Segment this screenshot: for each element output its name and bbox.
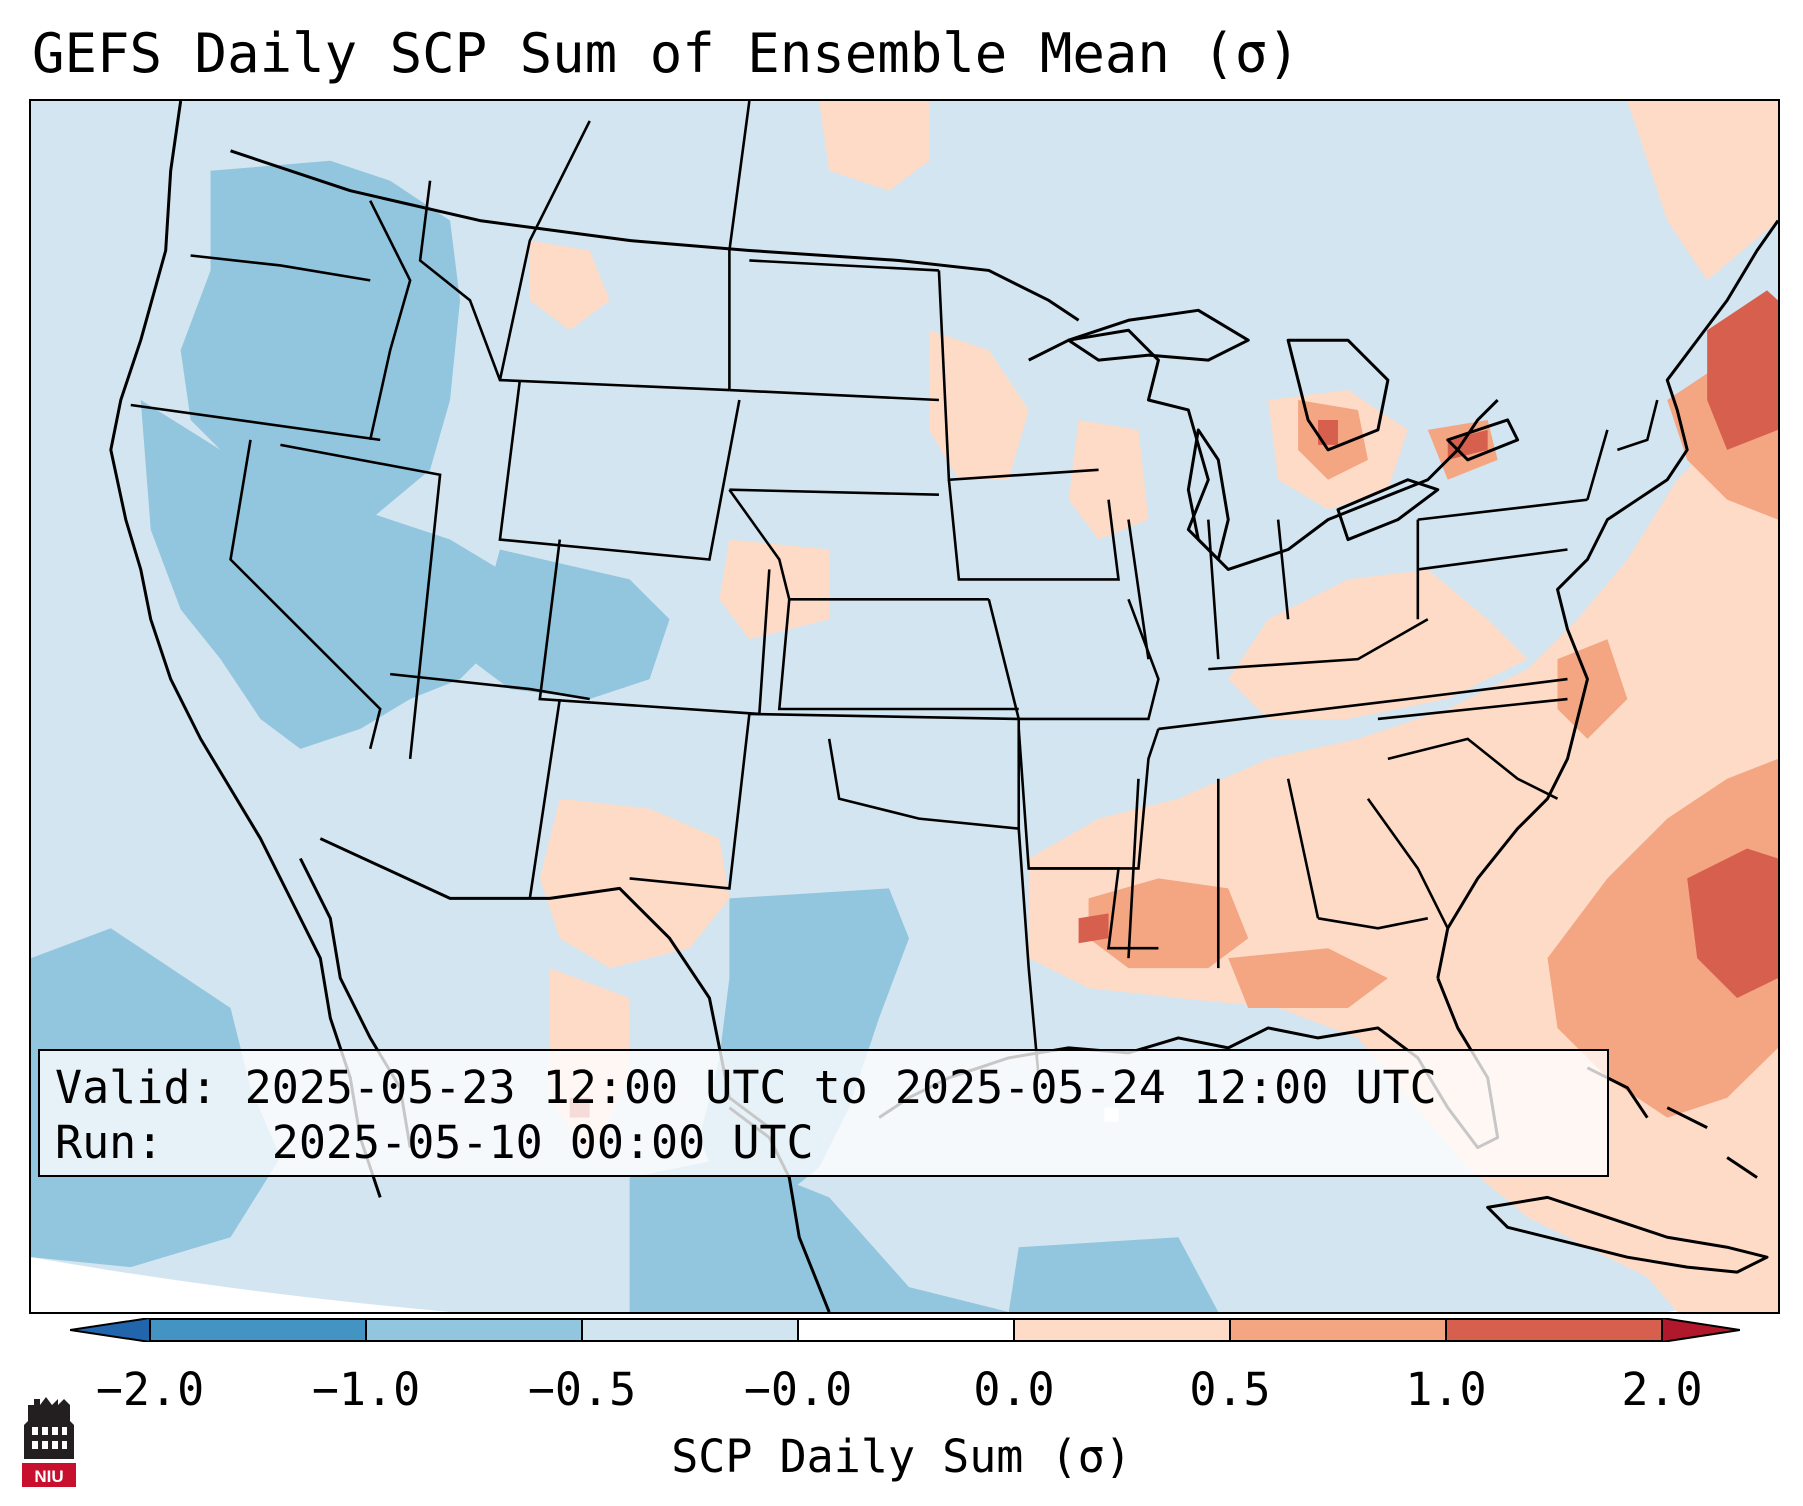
colorbar-tick-label: −0.0 — [743, 1363, 853, 1416]
chart-title: GEFS Daily SCP Sum of Ensemble Mean (σ) — [32, 22, 1300, 85]
colorbar-tick-label: −0.5 — [527, 1363, 637, 1416]
wy-border — [498, 379, 741, 561]
atlantic-anomaly — [1547, 758, 1778, 1118]
or-ca-border — [130, 403, 381, 442]
lake-erie — [1336, 478, 1440, 542]
colorbar-tick-label: −2.0 — [95, 1363, 205, 1416]
mt-wy-border — [498, 120, 591, 381]
arkansas-peak — [1078, 913, 1109, 944]
gulf-anomaly — [1008, 1237, 1219, 1312]
mo-border — [987, 598, 1160, 721]
peak-anomaly-spots — [569, 290, 1778, 1118]
upper-midwest-anomaly — [928, 330, 1029, 480]
atlantic-peak — [1687, 848, 1778, 999]
run-time: 2025-05-10 00:00 UTC — [271, 1116, 814, 1169]
lake-superior — [1067, 308, 1250, 362]
colorbar-extend-high — [1661, 1318, 1740, 1342]
run-label: Run: — [55, 1116, 164, 1169]
carolinas-border — [1377, 697, 1568, 800]
la-border — [1028, 867, 1159, 950]
colorbar-bin-2 — [366, 1318, 582, 1342]
colorbar-tick-label: −1.0 — [311, 1363, 421, 1416]
colorbar-bin-5 — [1014, 1318, 1230, 1342]
az-nm-border — [528, 698, 562, 899]
co-border — [538, 539, 771, 716]
wisconsin-anomaly — [1068, 419, 1149, 540]
northern-plains-anomaly — [819, 101, 929, 191]
ut-az-border — [390, 672, 590, 701]
canada-us-border — [230, 149, 1080, 322]
colorbar-tick-label: 2.0 — [1621, 1363, 1703, 1416]
tn-kentucky-border — [1158, 618, 1568, 731]
ohio-valley-anomaly — [1228, 569, 1528, 719]
colorbar-tick-label: 0.5 — [1189, 1363, 1271, 1416]
new-england-peak — [1707, 290, 1778, 450]
valid-label: Valid: — [55, 1061, 218, 1114]
valid-time-range: 2025-05-23 12:00 UTC to 2025-05-24 12:00… — [244, 1061, 1437, 1114]
colorbar-bin-1 — [150, 1318, 366, 1342]
colorbar-tick-marks — [149, 1318, 1663, 1342]
gulf-coast-anomaly — [1228, 948, 1388, 1009]
colorbar-tick-label: 1.0 — [1405, 1363, 1487, 1416]
mexico-anomaly — [629, 1157, 1009, 1312]
colorbar-bin-4 — [798, 1318, 1014, 1342]
logo-red-banner — [22, 1463, 76, 1487]
colorbar-label: SCP Daily Sum (σ) — [671, 1430, 1132, 1483]
pa-ny-border — [1416, 498, 1588, 620]
ne-ks-border — [728, 488, 1019, 711]
id-border — [368, 200, 412, 441]
colorbar-extend-low — [70, 1318, 151, 1342]
ar-border — [1017, 728, 1160, 870]
valid-run-info-box: Valid: 2025-05-23 12:00 UTC to 2025-05-2… — [38, 1049, 1609, 1177]
lake-huron — [1286, 338, 1390, 452]
mt-border — [418, 180, 730, 392]
ia-border — [947, 479, 1120, 581]
colorbar-bin-3 — [582, 1318, 798, 1342]
niu-logo: NIU — [22, 1397, 76, 1487]
wa-or-border — [190, 254, 371, 282]
colorbar — [70, 1318, 1740, 1342]
utah-anomaly — [400, 559, 500, 680]
colorbar-bin-6 — [1230, 1318, 1446, 1342]
nebraska-anomaly — [719, 539, 830, 640]
new-mexico-anomaly — [539, 798, 730, 969]
lake-michigan — [1186, 428, 1230, 561]
logo-windows — [32, 1427, 67, 1449]
montana-anomaly — [529, 240, 610, 331]
logo-text: NIU — [34, 1467, 63, 1486]
colorbar-tick-label: 0.0 — [973, 1363, 1055, 1416]
strong-positive-anomaly-areas — [1088, 330, 1778, 1118]
pacific-northwest-anomaly — [180, 160, 461, 520]
map-domain-edge-left — [31, 1257, 451, 1312]
ok-border — [749, 712, 1021, 831]
cuba-outline — [1486, 1195, 1769, 1274]
new-england-borders — [1586, 399, 1659, 501]
nm-tx-border — [629, 713, 751, 890]
lake-ontario — [1446, 418, 1520, 462]
state-borders — [130, 101, 1659, 1078]
atlantic-coastline — [1436, 219, 1778, 979]
dakotas-border — [728, 101, 939, 496]
colorbar-bin-7 — [1446, 1318, 1662, 1342]
il-in-oh-border — [1127, 519, 1290, 660]
ms-al-border — [1127, 778, 1320, 969]
tx-east-border — [1017, 828, 1040, 1078]
lake-huron-peak — [1318, 419, 1339, 445]
ca-nv-border — [229, 439, 382, 750]
colorado-anomaly — [469, 549, 670, 700]
pacific-coastline — [109, 101, 382, 1198]
nv-ut-border — [280, 443, 442, 759]
virginia-coast-anomaly — [1557, 639, 1628, 739]
canada-east-anomaly — [1627, 101, 1778, 281]
ga-fl-border — [1317, 797, 1449, 930]
